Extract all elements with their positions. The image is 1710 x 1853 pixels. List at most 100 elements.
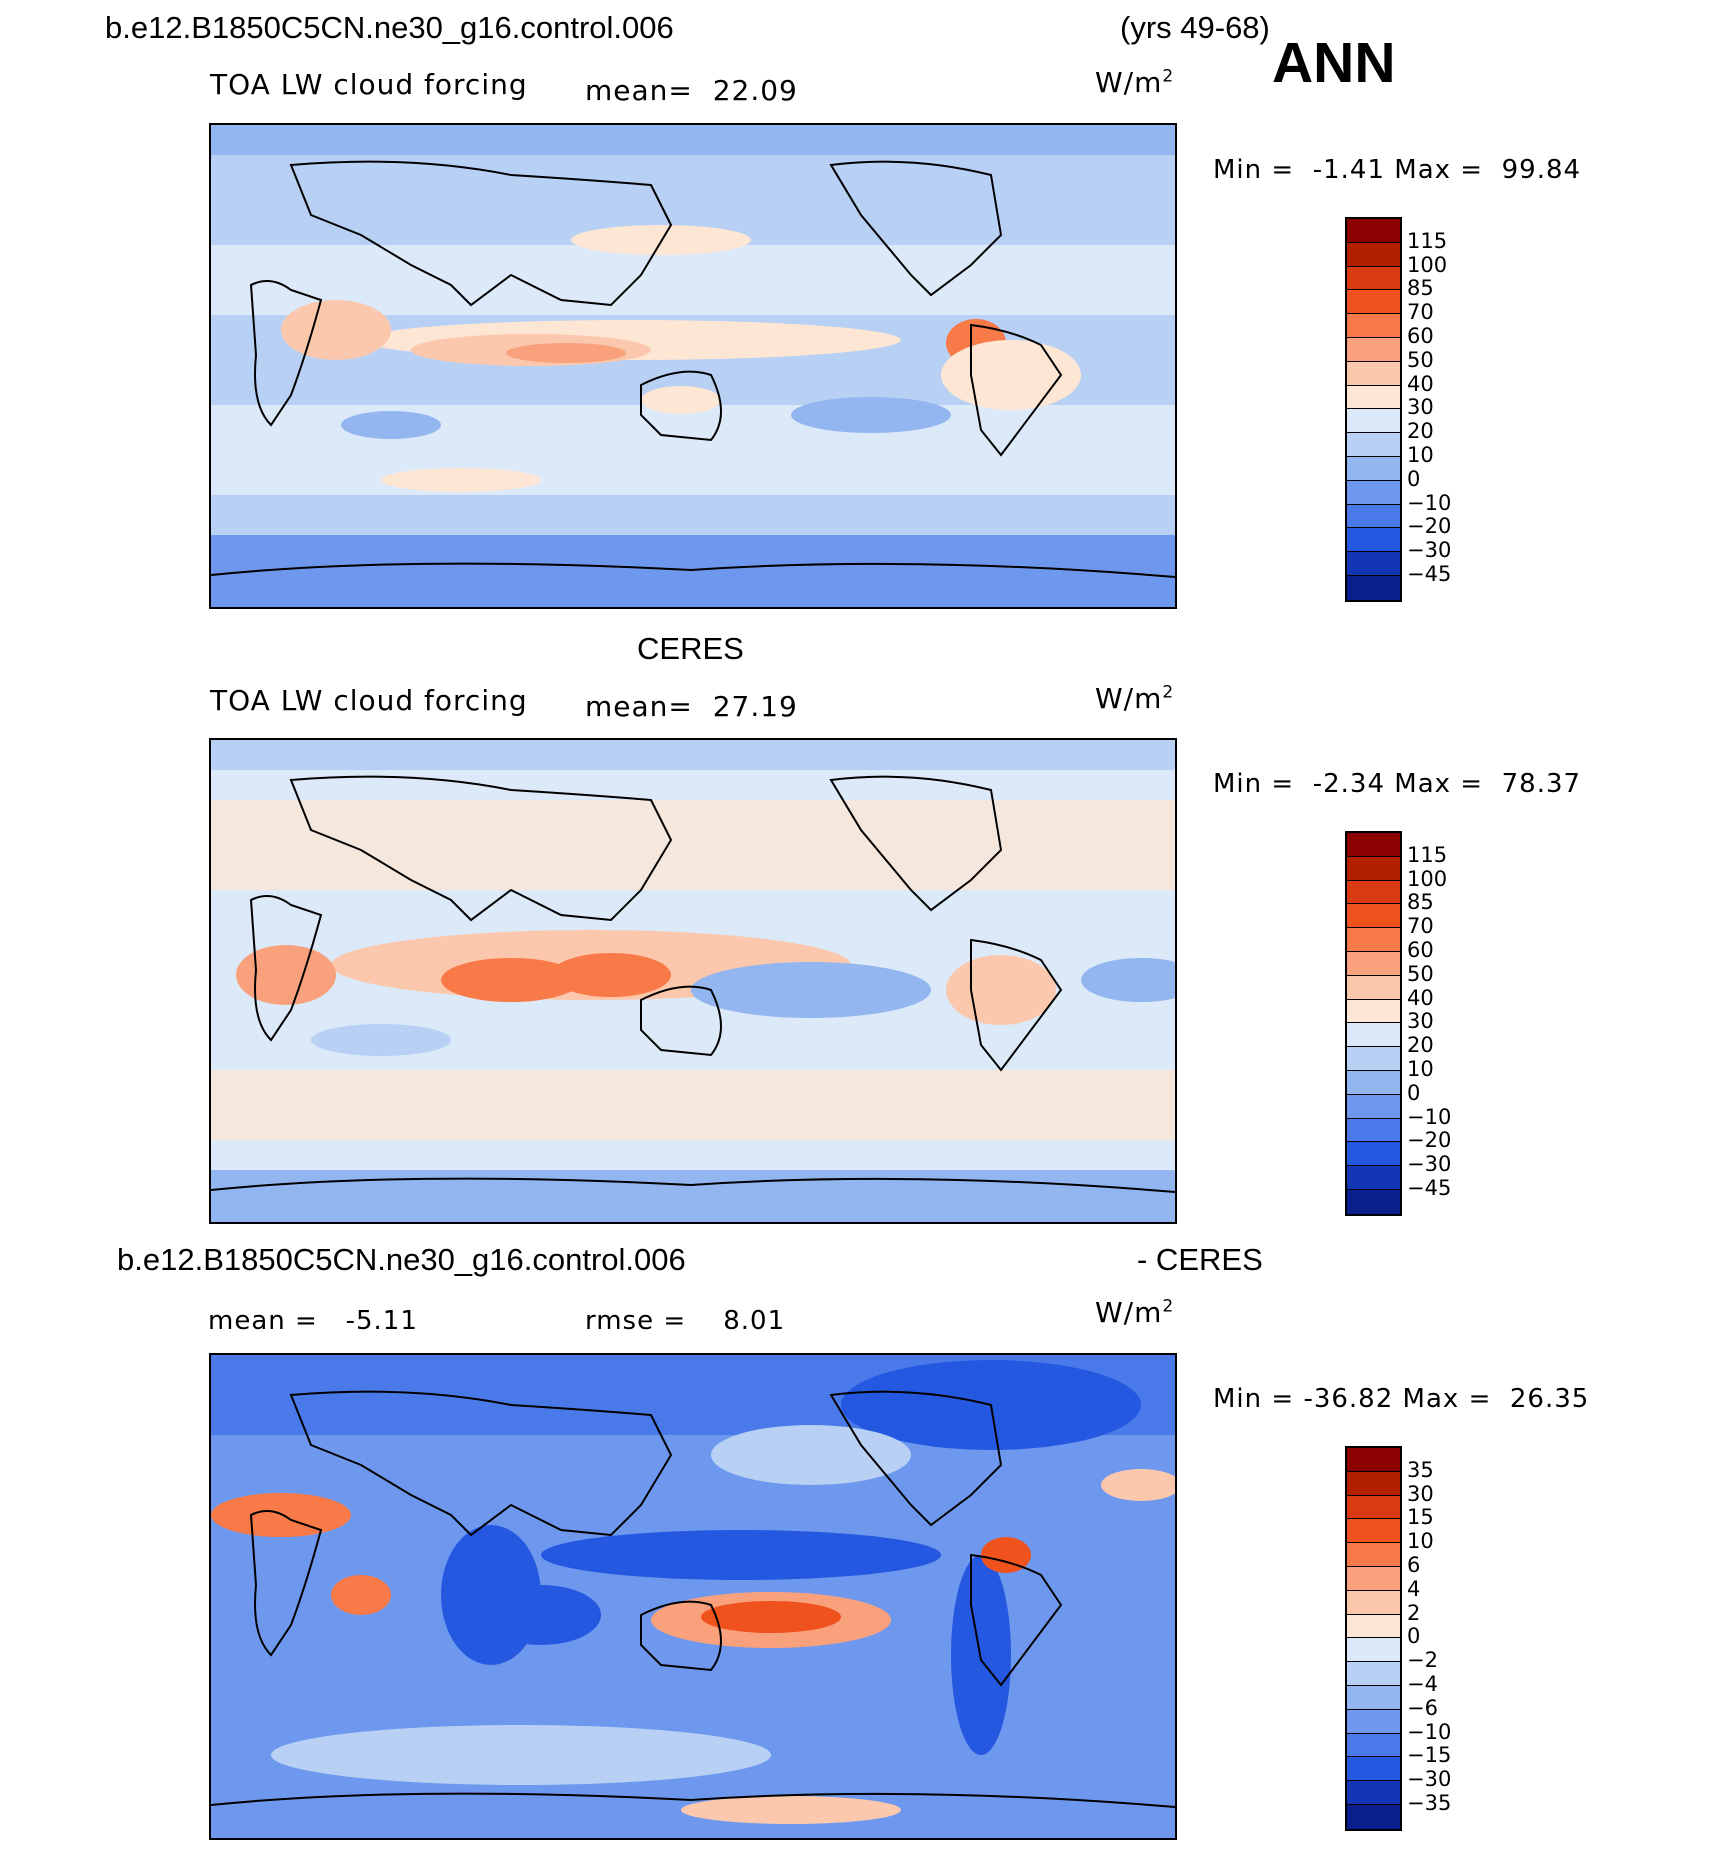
panel2-atlantic-cool (1081, 958, 1175, 1002)
panel2-min-label: Min = (1213, 769, 1295, 799)
panel2-map (209, 738, 1177, 1224)
panel2-colorbar-label: 0 (1407, 1080, 1421, 1105)
panel3-north-pacific (711, 1425, 911, 1485)
panel1-min-value: -1.41 (1312, 155, 1385, 185)
panel2-max-label: Max = (1394, 769, 1484, 799)
panel1-colorbar-label: 20 (1407, 419, 1434, 444)
panel3-itcz-deficit (541, 1530, 941, 1580)
panel1-colorbar-swatch (1347, 575, 1400, 600)
panel2-colorbar-box (1345, 831, 1402, 1216)
panel2-mean: mean= 27.19 (585, 690, 798, 723)
panel2-eurasia-coast (289, 775, 673, 922)
panel2-indian-core (441, 958, 581, 1002)
panel1-south-america-coast (970, 323, 1063, 457)
panel2-variable: TOA LW cloud forcing (210, 684, 528, 717)
panel2-colorbar-swatch (1347, 1118, 1400, 1143)
panel3-colorbar-swatch (1347, 1471, 1400, 1496)
panel3-colorbar-label: 10 (1407, 1529, 1434, 1554)
panel3-south-america-coast (970, 1553, 1063, 1687)
panel1-colorbar-label: 50 (1407, 347, 1434, 372)
panel3-colorbar-label: −10 (1407, 1719, 1452, 1744)
panel1-units-base: W/m (1095, 66, 1163, 99)
panel3-colorbar-label: 35 (1407, 1457, 1434, 1482)
panel3-north-america-coast (829, 1390, 1003, 1527)
panel1-min-label: Min = (1213, 155, 1295, 185)
panel3-australia-coast (640, 1600, 722, 1672)
panel2-title: CERES (637, 631, 744, 666)
panel3-units-base: W/m (1095, 1296, 1163, 1329)
panel1-max-label: Max = (1394, 155, 1484, 185)
panel2-colorbar-swatch (1347, 880, 1400, 905)
panel2-units: W/m2 (1095, 682, 1174, 715)
panel1-max-value: 99.84 (1501, 155, 1582, 185)
panel2-pacific-core (551, 953, 671, 997)
panel3-colorbar-label: −15 (1407, 1743, 1452, 1768)
panel3-colorbar-label: −30 (1407, 1767, 1452, 1792)
panel1-colorbar-swatch (1347, 219, 1400, 243)
panel3-colorbar-swatch (1347, 1519, 1400, 1544)
panel2-colorbar-label: −10 (1407, 1104, 1452, 1129)
panel3-antarctic-warm (681, 1796, 901, 1824)
panel2-colorbar-swatch (1347, 1023, 1400, 1048)
panel3-map-graphic (211, 1355, 1175, 1838)
panel3-colorbar-swatch (1347, 1495, 1400, 1520)
panel1-coastlines (211, 160, 1175, 578)
panel2-colorbar-label: 10 (1407, 1057, 1434, 1081)
panel2-africa-convection (236, 945, 336, 1005)
panel1-colorbar-swatch (1347, 528, 1400, 553)
panel3-colorbar-label: 15 (1407, 1505, 1434, 1530)
panel2-south-america-coast (970, 938, 1063, 1072)
panel3-units-exp: 2 (1162, 1296, 1175, 1317)
panel2-colorbar-swatch (1347, 1094, 1400, 1119)
panel3-colorbar-swatch (1347, 1709, 1400, 1734)
panel1-units-exp: 2 (1162, 66, 1175, 87)
panel1-units: W/m2 (1095, 66, 1174, 99)
panel2-mean-value: 27.19 (712, 690, 798, 723)
panel2-colorbar-label: 20 (1407, 1033, 1434, 1058)
panel3-eurasia-coast (289, 1390, 673, 1537)
panel1-colorbar-swatch (1347, 337, 1400, 362)
panel3-minmax: Min = -36.82 Max = 26.35 (1213, 1384, 1589, 1414)
panel2-colorbar-label: 40 (1407, 985, 1434, 1010)
panel1-colorbar-swatch (1347, 385, 1400, 410)
panel1-colorbar-swatch (1347, 409, 1400, 434)
panel2-colorbar-swatch (1347, 975, 1400, 1000)
panel2-north-warm (211, 800, 1175, 890)
panel3-mean-value: -5.11 (345, 1306, 418, 1336)
panel2-colorbar-swatch (1347, 1189, 1400, 1214)
panel3-colorbar-box (1345, 1446, 1402, 1831)
panel1-colorbar-label: −20 (1407, 514, 1452, 539)
panel3-antarctica-coast (211, 1792, 1175, 1808)
panel2-antarctica-coast (211, 1177, 1175, 1193)
panel1-map-graphic (211, 125, 1175, 607)
panel2-colorbar-label: 50 (1407, 961, 1434, 986)
panel1-antarctica-coast (211, 562, 1175, 578)
panel3-colorbar-swatch (1347, 1448, 1400, 1472)
panel3-title-right: - CERES (1137, 1242, 1263, 1277)
panel2-mean-label: mean= (585, 690, 693, 723)
panel1-colorbar-swatch (1347, 314, 1400, 338)
panel2-map-graphic (211, 740, 1175, 1222)
panel2-colorbar-swatch (1347, 1047, 1400, 1071)
panel3-southern-ocean (271, 1725, 771, 1785)
panel1-colorbar-box (1345, 217, 1402, 602)
panel1-colorbar-swatch (1347, 290, 1400, 315)
panel1-colorbar-label: 85 (1407, 276, 1434, 301)
panel3-colorbar-swatch (1347, 1638, 1400, 1663)
panel2-colorbar-swatch (1347, 928, 1400, 952)
panel3-colorbar-swatch (1347, 1543, 1400, 1567)
panel3-atlantic-warm (1101, 1469, 1175, 1501)
panel1-colorbar-label: 60 (1407, 324, 1434, 348)
panel1-colorbar-label: 115 (1407, 228, 1448, 253)
panel2-colorbar-label: 115 (1407, 842, 1448, 867)
panel2-min-value: -2.34 (1312, 769, 1385, 799)
panel1-southern-warm (381, 468, 541, 492)
panel3-maritime-deficit (481, 1585, 601, 1645)
panel3-max-value: 26.35 (1509, 1384, 1590, 1414)
panel1-colorbar-label: −10 (1407, 490, 1452, 515)
panel1-colorbar-swatch (1347, 266, 1400, 291)
panel3-colorbar-swatch (1347, 1733, 1400, 1758)
panel3-units: W/m2 (1095, 1296, 1174, 1329)
panel2-colorbar-swatch (1347, 999, 1400, 1024)
panel1-north-america-coast (829, 160, 1003, 297)
